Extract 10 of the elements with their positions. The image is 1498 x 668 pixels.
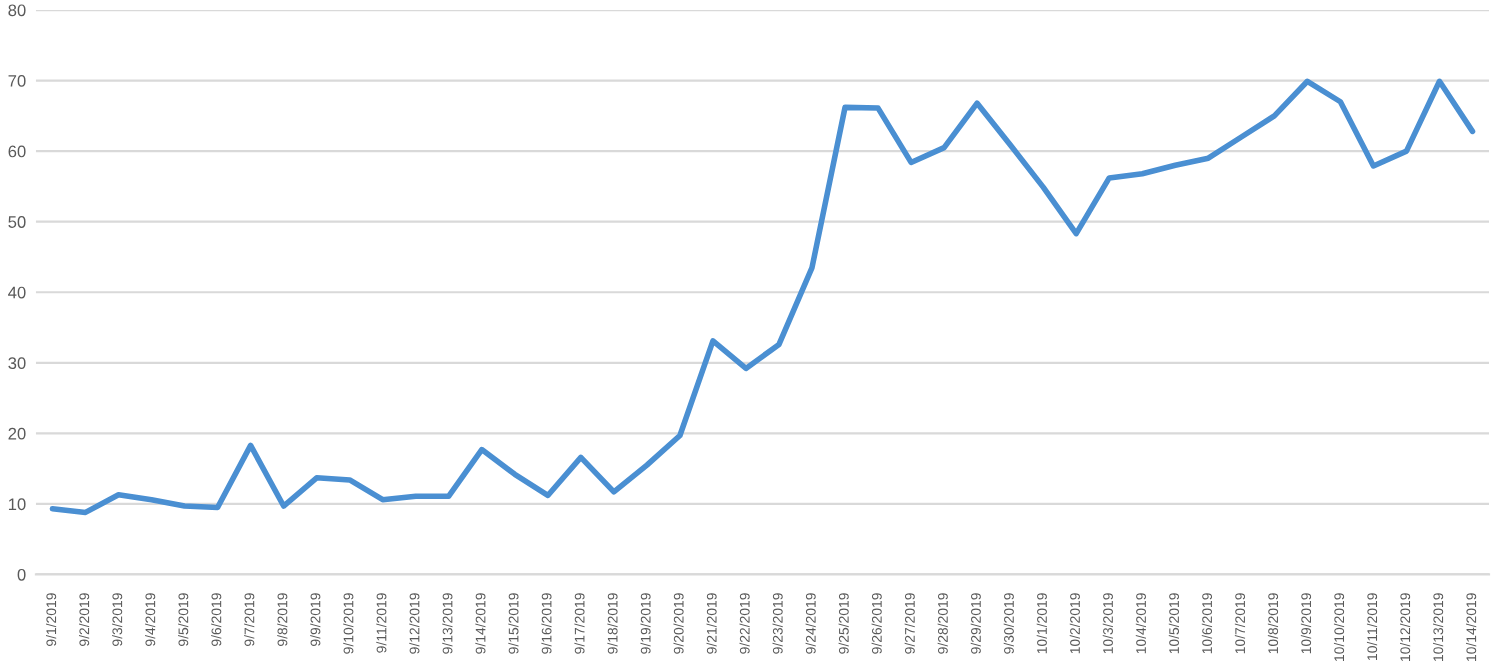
y-tick-label: 70 (8, 74, 26, 87)
y-tick-label: 40 (8, 286, 26, 299)
y-tick-label: 30 (8, 357, 26, 370)
y-tick-label: 80 (8, 4, 26, 17)
y-tick-label: 0 (17, 568, 26, 581)
y-tick-label: 20 (8, 427, 26, 440)
y-tick-label: 10 (8, 498, 26, 511)
line-series (49, 78, 1476, 516)
y-tick-label: 50 (8, 216, 26, 228)
y-tick-label: 60 (8, 145, 26, 158)
